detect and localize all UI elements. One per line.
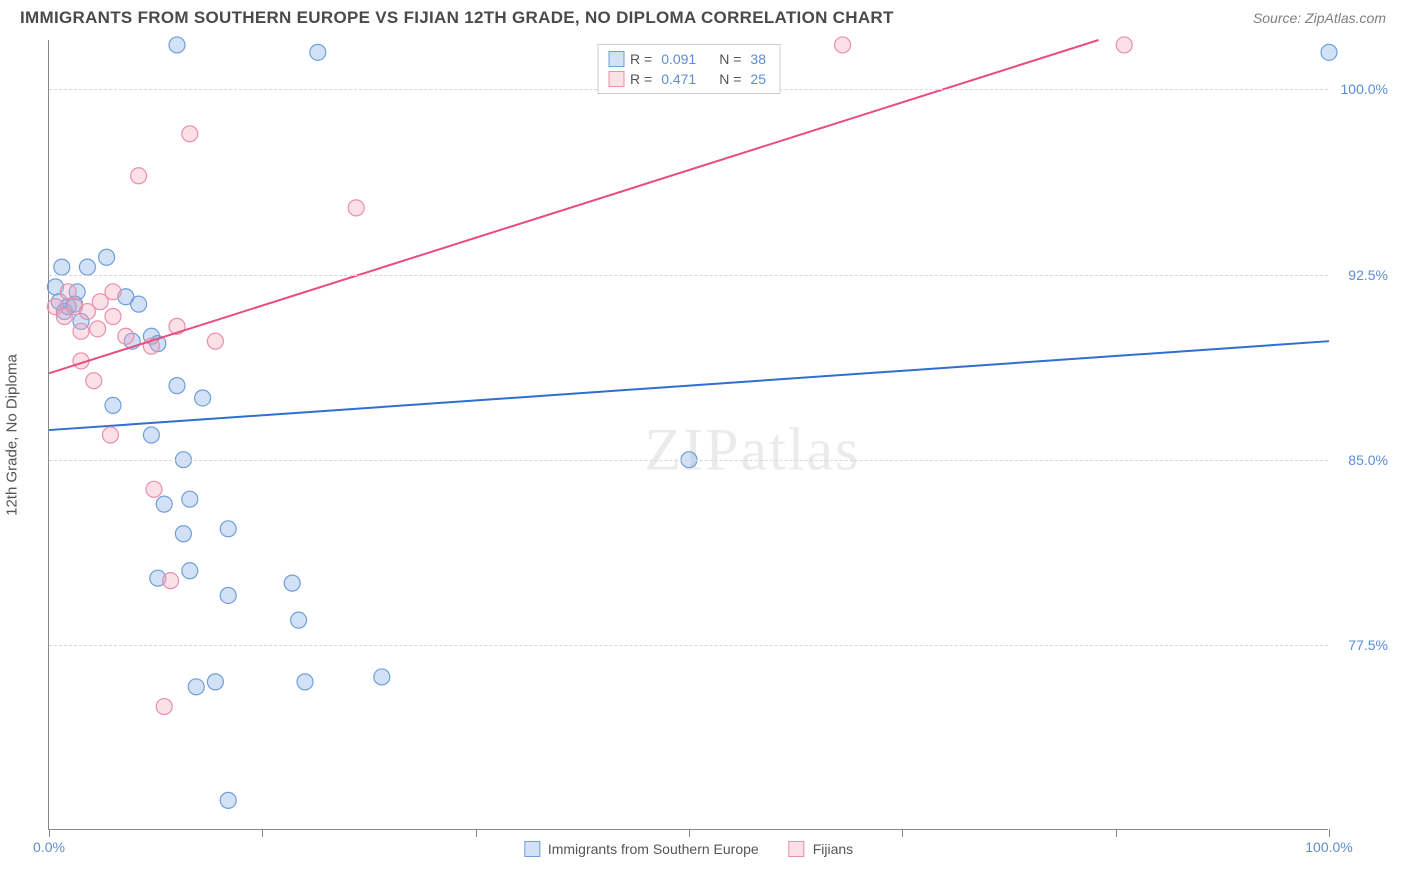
legend-n-label: N = — [719, 51, 741, 67]
x-tick — [902, 829, 903, 837]
data-point — [156, 496, 172, 512]
data-point — [1116, 37, 1132, 53]
data-point — [284, 575, 300, 591]
legend-r-value: 0.091 — [658, 51, 699, 67]
gridline — [49, 460, 1328, 461]
x-tick — [49, 829, 50, 837]
data-point — [146, 481, 162, 497]
data-point — [207, 333, 223, 349]
data-point — [105, 284, 121, 300]
chart-title: IMMIGRANTS FROM SOUTHERN EUROPE VS FIJIA… — [20, 8, 894, 28]
x-tick — [1329, 829, 1330, 837]
source-text: Source: ZipAtlas.com — [1253, 10, 1386, 26]
legend-stats-row: R = 0.091 N = 38 — [608, 49, 769, 69]
data-point — [182, 491, 198, 507]
data-point — [60, 284, 76, 300]
legend-n-label: N = — [719, 71, 741, 87]
data-point — [291, 612, 307, 628]
x-tick — [689, 829, 690, 837]
data-point — [310, 44, 326, 60]
gridline — [49, 275, 1328, 276]
data-point — [220, 587, 236, 603]
data-point — [105, 397, 121, 413]
legend-stats-row: R = 0.471 N = 25 — [608, 69, 769, 89]
data-point — [90, 321, 106, 337]
data-point — [163, 573, 179, 589]
data-point — [169, 37, 185, 53]
legend-series: Immigrants from Southern Europe Fijians — [524, 841, 853, 857]
data-point — [182, 563, 198, 579]
data-point — [118, 328, 134, 344]
trend-line — [49, 341, 1329, 430]
legend-series-item: Fijians — [789, 841, 853, 857]
data-point — [73, 323, 89, 339]
legend-swatch — [524, 841, 540, 857]
legend-series-label: Immigrants from Southern Europe — [548, 841, 759, 857]
legend-swatch — [608, 51, 624, 67]
legend-r-label: R = — [630, 71, 652, 87]
data-point — [182, 126, 198, 142]
x-tick-label: 100.0% — [1305, 839, 1352, 855]
legend-swatch — [608, 71, 624, 87]
y-tick-label: 92.5% — [1348, 267, 1388, 283]
legend-r-label: R = — [630, 51, 652, 67]
data-point — [835, 37, 851, 53]
data-point — [105, 309, 121, 325]
data-point — [131, 168, 147, 184]
y-tick-label: 77.5% — [1348, 637, 1388, 653]
data-point — [79, 259, 95, 275]
data-point — [297, 674, 313, 690]
data-point — [195, 390, 211, 406]
gridline — [49, 645, 1328, 646]
legend-series-item: Immigrants from Southern Europe — [524, 841, 759, 857]
legend-series-label: Fijians — [813, 841, 853, 857]
data-point — [143, 427, 159, 443]
data-point — [86, 373, 102, 389]
plot-svg — [49, 40, 1329, 830]
data-point — [220, 792, 236, 808]
data-point — [169, 378, 185, 394]
chart-container: 12th Grade, No Diploma ZIPatlas R =0.091… — [48, 40, 1388, 830]
y-axis-label: 12th Grade, No Diploma — [4, 354, 21, 516]
x-tick — [476, 829, 477, 837]
data-point — [1321, 44, 1337, 60]
data-point — [99, 249, 115, 265]
x-tick-label: 0.0% — [33, 839, 65, 855]
data-point — [207, 674, 223, 690]
data-point — [348, 200, 364, 216]
legend-stats: R = 0.091 N = 38 R = 0.471 N = 25 — [597, 44, 780, 94]
x-tick — [1116, 829, 1117, 837]
data-point — [156, 699, 172, 715]
y-tick-label: 85.0% — [1348, 452, 1388, 468]
data-point — [175, 526, 191, 542]
data-point — [220, 521, 236, 537]
x-tick — [262, 829, 263, 837]
data-point — [188, 679, 204, 695]
data-point — [102, 427, 118, 443]
legend-r-value: 0.471 — [658, 71, 699, 87]
y-tick-label: 100.0% — [1341, 81, 1388, 97]
data-point — [54, 259, 70, 275]
legend-swatch — [789, 841, 805, 857]
legend-n-value: 25 — [747, 71, 769, 87]
header: IMMIGRANTS FROM SOUTHERN EUROPE VS FIJIA… — [0, 0, 1406, 32]
plot-area: ZIPatlas R =0.091N =38R =0.471N =25 Immi… — [48, 40, 1328, 830]
data-point — [374, 669, 390, 685]
legend-n-value: 38 — [747, 51, 769, 67]
